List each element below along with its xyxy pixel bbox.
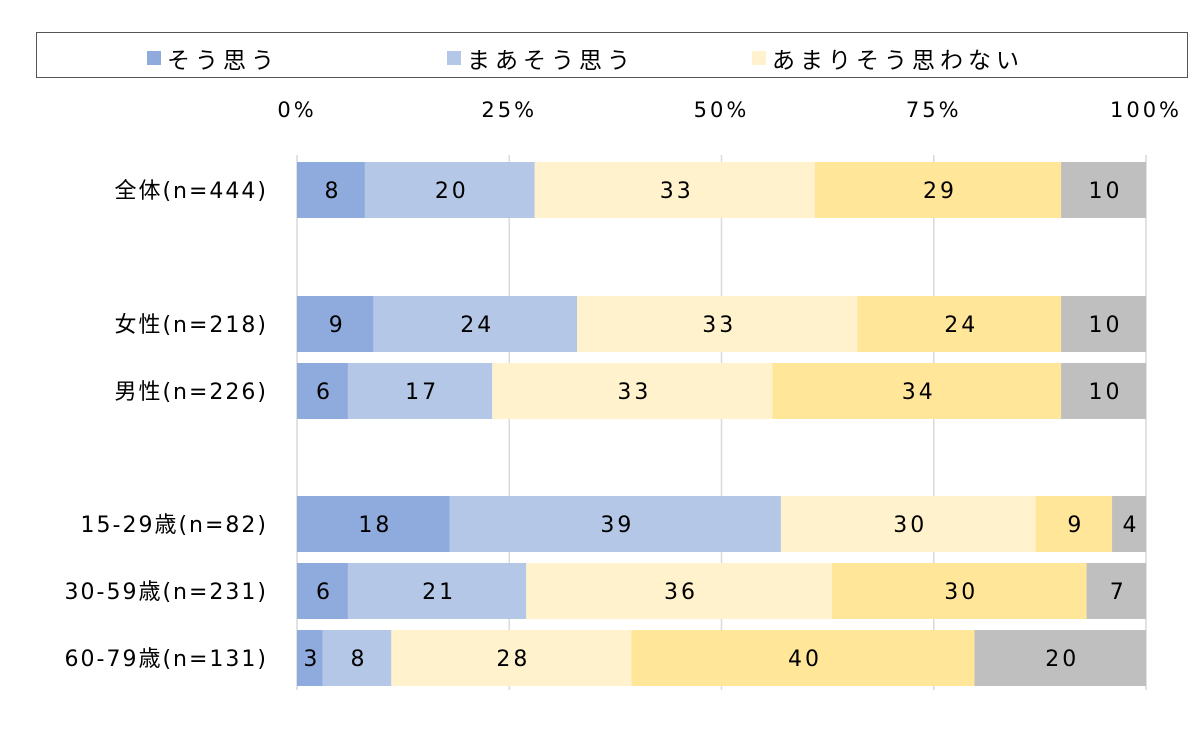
bar-segment xyxy=(1061,363,1146,419)
bar-segment xyxy=(322,630,392,686)
bar-segment xyxy=(373,296,578,352)
data-label: 10 xyxy=(1089,380,1123,405)
data-label: 34 xyxy=(902,380,936,405)
legend-item: まあそう思う xyxy=(447,41,635,75)
data-label: 10 xyxy=(1089,313,1123,338)
x-tick-label: 0% xyxy=(277,98,316,122)
data-label: 9 xyxy=(329,313,346,338)
x-tick-label: 25% xyxy=(481,98,537,122)
category-label: 60-79歳(n=131) xyxy=(65,647,268,672)
bar-segment xyxy=(297,363,348,419)
data-label: 8 xyxy=(351,647,368,672)
bar-segment xyxy=(780,496,1036,552)
data-label: 7 xyxy=(1110,580,1127,605)
category-label: 男性(n=226) xyxy=(114,380,268,405)
data-label: 20 xyxy=(435,179,469,204)
data-label: 18 xyxy=(358,513,392,538)
bar-segment xyxy=(831,563,1087,619)
legend-swatch xyxy=(752,51,766,65)
legend: そう思う まあそう思う あまりそう思わない xyxy=(36,32,1188,78)
data-label: 30 xyxy=(893,513,927,538)
bar-segment xyxy=(297,563,348,619)
bar-segment xyxy=(449,496,781,552)
x-tick-label: 100% xyxy=(1110,98,1182,122)
data-label: 24 xyxy=(944,313,978,338)
data-label: 21 xyxy=(422,580,456,605)
data-label: 30 xyxy=(944,580,978,605)
bar-segment xyxy=(364,162,535,218)
bar-segment xyxy=(1112,496,1146,552)
bar-segment xyxy=(347,563,527,619)
data-label: 33 xyxy=(617,380,651,405)
legend-swatch xyxy=(447,51,461,65)
x-tick-label: 50% xyxy=(694,98,750,122)
data-label: 33 xyxy=(702,313,736,338)
data-label: 6 xyxy=(316,380,333,405)
bar-segment xyxy=(772,363,1062,419)
data-label: 4 xyxy=(1123,513,1140,538)
bar-segment xyxy=(1061,296,1146,352)
data-label: 33 xyxy=(660,179,694,204)
data-label: 10 xyxy=(1089,179,1123,204)
bar-segment xyxy=(297,162,365,218)
legend-item: あまりそう思わない xyxy=(752,41,1024,75)
x-tick-label: 75% xyxy=(906,98,962,122)
legend-label: まあそう思う xyxy=(467,48,635,74)
data-label: 8 xyxy=(324,179,341,204)
legend-label: そう思う xyxy=(167,48,279,74)
bar-segment xyxy=(974,630,1146,686)
bar-segment xyxy=(492,363,773,419)
data-label: 39 xyxy=(600,513,634,538)
data-label: 9 xyxy=(1067,513,1084,538)
category-label: 30-59歳(n=231) xyxy=(65,580,268,605)
bar-segment xyxy=(534,162,815,218)
category-label: 女性(n=218) xyxy=(114,313,268,338)
data-label: 24 xyxy=(460,313,494,338)
legend-label: あまりそう思わない xyxy=(772,48,1024,74)
bar-segment xyxy=(1035,496,1113,552)
bar-segment xyxy=(577,296,858,352)
data-label: 40 xyxy=(788,647,822,672)
data-label: 3 xyxy=(303,647,320,672)
legend-item: そう思う xyxy=(147,41,279,75)
legend-swatch xyxy=(147,51,161,65)
bar-segment xyxy=(1086,563,1146,619)
data-label: 6 xyxy=(316,580,333,605)
bar-segment xyxy=(391,630,632,686)
bar-segment xyxy=(297,296,374,352)
data-label: 28 xyxy=(496,647,530,672)
bar-segment xyxy=(1061,162,1146,218)
category-label: 15-29歳(n=82) xyxy=(81,513,268,538)
data-label: 20 xyxy=(1045,647,1079,672)
bar-segment xyxy=(526,563,832,619)
bar-segment xyxy=(297,630,323,686)
bar-segment xyxy=(347,363,493,419)
data-label: 17 xyxy=(405,380,439,405)
bar-segment xyxy=(631,630,975,686)
bar-segment xyxy=(297,496,450,552)
data-label: 36 xyxy=(664,580,698,605)
category-label: 全体(n=444) xyxy=(114,179,268,204)
data-label: 29 xyxy=(923,179,957,204)
bar-segment xyxy=(814,162,1062,218)
bar-segment xyxy=(857,296,1062,352)
